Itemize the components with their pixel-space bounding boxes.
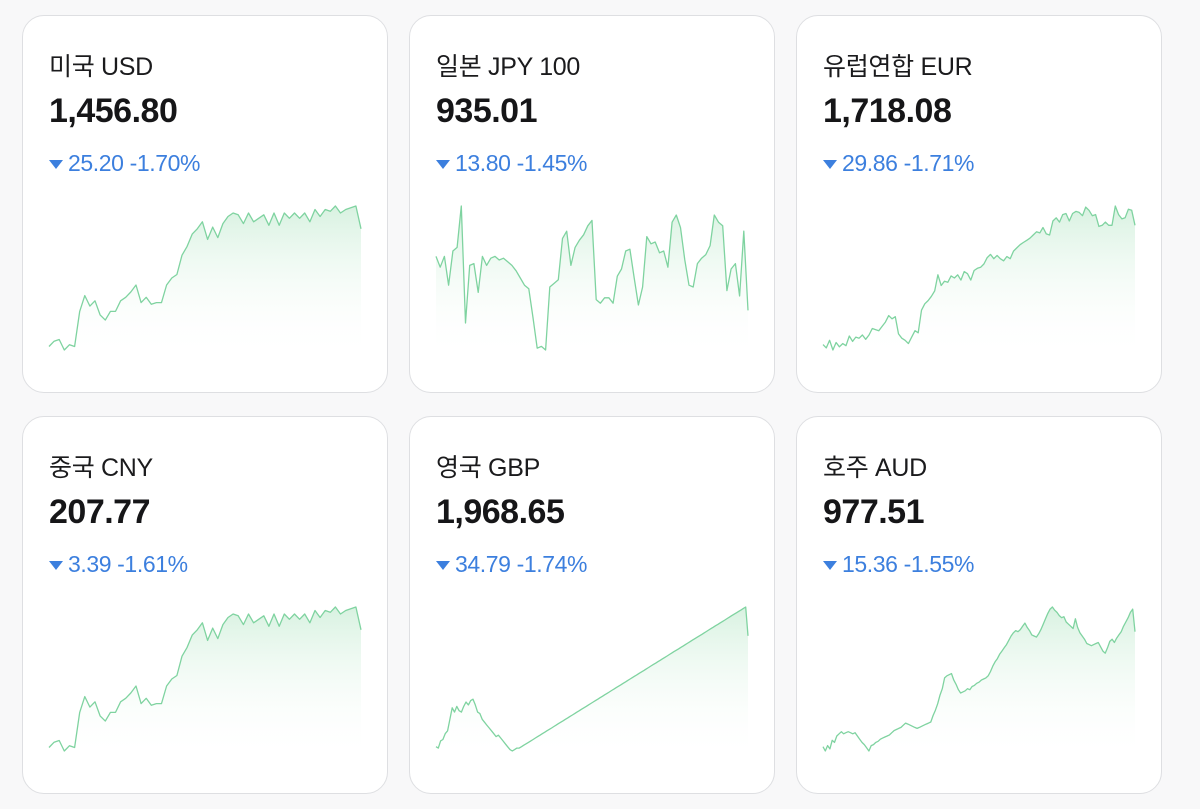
change-info: 3.39 -1.61% — [49, 551, 188, 578]
sparkline-area — [436, 607, 748, 759]
trend-sparkline — [435, 606, 749, 759]
currency-card-jpy[interactable]: 일본 JPY 100 935.01 13.80 -1.45% — [409, 15, 775, 393]
currency-card-eur[interactable]: 유럽연합 EUR 1,718.08 29.86 -1.71% — [796, 15, 1162, 393]
trend-sparkline — [435, 205, 749, 358]
triangle-down-icon — [49, 561, 63, 570]
currency-card-gbp[interactable]: 영국 GBP 1,968.65 34.79 -1.74% — [409, 416, 775, 794]
sparkline-area — [823, 607, 1135, 759]
change-percent: -1.61% — [117, 551, 188, 577]
exchange-rate: 207.77 — [49, 493, 151, 531]
change-percent: -1.70% — [129, 150, 201, 176]
change-percent: -1.45% — [516, 150, 588, 176]
change-info: 13.80 -1.45% — [436, 150, 587, 177]
currency-name: 일본 JPY 100 — [436, 53, 581, 81]
triangle-down-icon — [823, 561, 837, 570]
change-info: 34.79 -1.74% — [436, 551, 587, 578]
currency-name: 영국 GBP — [436, 454, 540, 482]
sparkline-line — [435, 205, 749, 351]
currency-card-aud[interactable]: 호주 AUD 977.51 15.36 -1.55% — [796, 416, 1162, 794]
exchange-rate: 1,968.65 — [436, 493, 565, 531]
trend-sparkline — [822, 606, 1136, 759]
sparkline-area — [823, 206, 1135, 358]
exchange-rate: 935.01 — [436, 92, 538, 130]
exchange-rate: 1,456.80 — [49, 92, 178, 130]
sparkline-line — [822, 606, 1136, 752]
change-amount: 13.80 — [455, 150, 511, 176]
sparkline-area — [49, 206, 361, 358]
sparkline-line — [48, 205, 362, 351]
currency-name: 중국 CNY — [49, 454, 153, 482]
trend-sparkline — [48, 606, 362, 759]
change-amount: 34.79 — [455, 551, 511, 577]
triangle-down-icon — [436, 160, 450, 169]
currency-card-cny[interactable]: 중국 CNY 207.77 3.39 -1.61% — [22, 416, 388, 794]
sparkline-area — [49, 607, 361, 759]
triangle-down-icon — [436, 561, 450, 570]
change-info: 25.20 -1.70% — [49, 150, 200, 177]
change-amount: 29.86 — [842, 150, 898, 176]
change-info: 29.86 -1.71% — [823, 150, 974, 177]
change-percent: -1.55% — [903, 551, 975, 577]
sparkline-line — [822, 205, 1136, 351]
sparkline-area — [436, 206, 748, 358]
change-info: 15.36 -1.55% — [823, 551, 974, 578]
sparkline-line — [48, 606, 362, 752]
currency-name: 미국 USD — [49, 53, 153, 81]
change-amount: 15.36 — [842, 551, 898, 577]
change-amount: 3.39 — [68, 551, 112, 577]
exchange-rate: 1,718.08 — [823, 92, 952, 130]
change-amount: 25.20 — [68, 150, 124, 176]
currency-name: 호주 AUD — [823, 454, 927, 482]
trend-sparkline — [48, 205, 362, 358]
currency-card-usd[interactable]: 미국 USD 1,456.80 25.20 -1.70% — [22, 15, 388, 393]
triangle-down-icon — [49, 160, 63, 169]
currency-name: 유럽연합 EUR — [823, 53, 973, 81]
sparkline-line — [435, 606, 749, 752]
change-percent: -1.74% — [516, 551, 588, 577]
change-percent: -1.71% — [903, 150, 975, 176]
exchange-rate: 977.51 — [823, 493, 925, 531]
trend-sparkline — [822, 205, 1136, 358]
triangle-down-icon — [823, 160, 837, 169]
